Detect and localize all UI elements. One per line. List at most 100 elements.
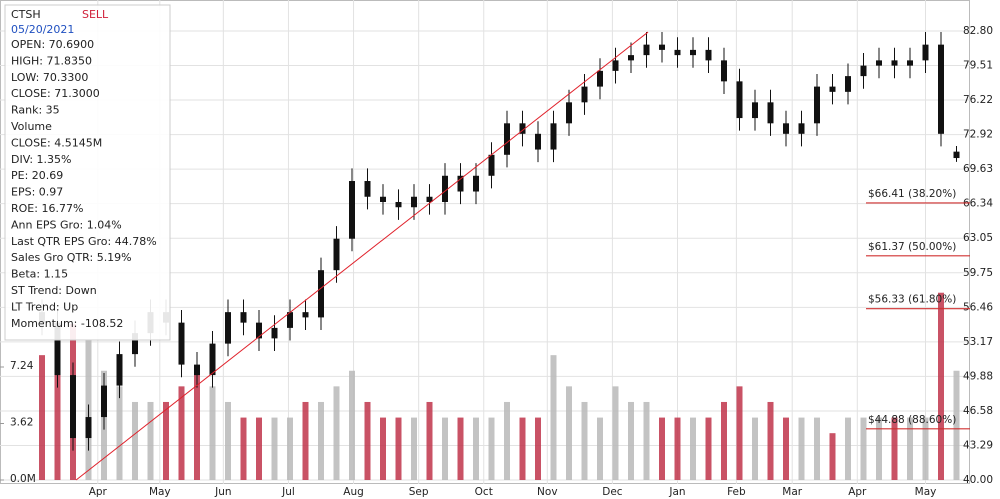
- candle-body: [860, 65, 867, 77]
- candle-body: [54, 322, 61, 376]
- candle-body: [240, 312, 247, 323]
- volume-bar: [473, 417, 479, 480]
- y-tick-label: 76.22: [963, 94, 993, 106]
- volume-bar: [178, 386, 185, 480]
- candle-body: [333, 238, 340, 271]
- volume-bar: [504, 401, 510, 480]
- y2-tick-label: 3.62: [10, 417, 33, 429]
- volume-bar: [287, 417, 293, 480]
- candle-body: [566, 102, 572, 124]
- volume-bar: [225, 401, 231, 480]
- volume-bar: [116, 386, 123, 480]
- y-tick-label: 40.00: [963, 474, 993, 486]
- candle-body: [473, 175, 479, 192]
- candle-body: [287, 312, 293, 328]
- candle-body: [550, 123, 557, 150]
- candle-body: [194, 364, 200, 376]
- volume-bar: [535, 417, 541, 480]
- signal: SELL: [82, 8, 109, 21]
- candle-body: [488, 154, 495, 176]
- x-tick-label: Oct: [475, 486, 493, 498]
- volume-bar: [163, 401, 169, 480]
- x-tick-label: May: [915, 486, 937, 498]
- volume-bar: [395, 417, 402, 480]
- candle-body: [845, 76, 851, 92]
- x-tick-label: Apr: [848, 486, 867, 498]
- volume-bar: [364, 401, 371, 480]
- volume-bar: [349, 370, 355, 480]
- candle-body: [674, 49, 681, 56]
- y-tick-label: 69.63: [963, 163, 993, 175]
- volume-bar: [39, 355, 45, 480]
- candle-body: [922, 44, 929, 61]
- volume-bar: [798, 417, 805, 480]
- volume-bar: [628, 401, 634, 480]
- candle-body: [101, 385, 107, 418]
- volume-bar: [783, 417, 789, 480]
- volume-bar: [752, 417, 758, 480]
- volume-bar: [550, 355, 557, 480]
- date: 05/20/2021: [11, 23, 74, 36]
- info-box: CTSH SELL 05/20/2021 OPEN: 70.6900 HIGH: …: [4, 4, 171, 341]
- y-tick-label: 49.88: [963, 370, 993, 382]
- fib-label: $61.37 (50.00%): [868, 241, 956, 253]
- candle-body: [504, 123, 510, 155]
- candle-body: [442, 175, 448, 202]
- symbol: CTSH: [11, 8, 41, 21]
- volume-bar: [519, 417, 526, 480]
- volume-bar: [876, 417, 882, 480]
- info-line: Beta: 1.15: [11, 268, 68, 281]
- y-tick-label: 53.17: [963, 336, 993, 348]
- info-panel: [4, 4, 171, 341]
- info-line: HIGH: 71.8350: [11, 54, 92, 67]
- volume-bar: [736, 386, 743, 480]
- x-tick-label: Mar: [782, 486, 802, 498]
- info-line: OPEN: 70.6900: [11, 38, 94, 51]
- x-tick-label: Feb: [727, 486, 746, 498]
- info-line: Last QTR EPS Gro: 44.78%: [11, 235, 157, 248]
- y-tick-label: 63.05: [963, 232, 993, 244]
- y2-tick-label: 7.24: [10, 360, 34, 372]
- volume-bar: [814, 417, 820, 480]
- volume-bar: [457, 417, 464, 480]
- volume-bar: [240, 417, 247, 480]
- info-line: Ann EPS Gro: 1.04%: [11, 218, 122, 231]
- info-line: Sales Gro QTR: 5.19%: [11, 251, 132, 264]
- volume-bar: [256, 417, 262, 480]
- candle-body: [519, 123, 526, 134]
- volume-bar: [566, 386, 572, 480]
- y-tick-label: 79.51: [963, 60, 993, 72]
- x-tick-label: Sep: [409, 486, 429, 498]
- volume-bar: [411, 417, 417, 480]
- candle-body: [721, 60, 727, 82]
- candle-body: [271, 327, 278, 339]
- volume-bar: [597, 417, 603, 480]
- volume-bar: [426, 401, 433, 480]
- candle-body: [907, 60, 913, 66]
- candle-body: [798, 123, 805, 134]
- candle-body: [767, 102, 774, 124]
- volume-bar: [860, 417, 867, 480]
- volume-bar: [147, 401, 154, 480]
- candle-body: [395, 201, 402, 208]
- fib-label: $56.33 (61.80%): [868, 294, 956, 306]
- candle-body: [891, 60, 898, 66]
- x-tick-label: May: [149, 486, 171, 498]
- candle-body: [426, 196, 433, 202]
- info-line: Momentum: -108.52: [11, 317, 123, 330]
- volume-bar: [442, 417, 448, 480]
- info-line: CLOSE: 71.3000: [11, 87, 100, 100]
- volume-bar: [318, 401, 324, 480]
- volume-bar: [922, 417, 929, 480]
- x-tick-label: Nov: [537, 486, 558, 498]
- info-line: LT Trend: Up: [11, 300, 78, 313]
- candle-body: [364, 181, 371, 197]
- volume-bar: [194, 370, 200, 480]
- volume-bar: [690, 417, 696, 480]
- candle-body: [783, 123, 789, 134]
- info-line: EPS: 0.97: [11, 186, 63, 199]
- volume-bar: [302, 401, 309, 480]
- volume-bar: [674, 417, 681, 480]
- info-line: Volume: [11, 120, 52, 133]
- x-tick-label: Dec: [602, 486, 623, 498]
